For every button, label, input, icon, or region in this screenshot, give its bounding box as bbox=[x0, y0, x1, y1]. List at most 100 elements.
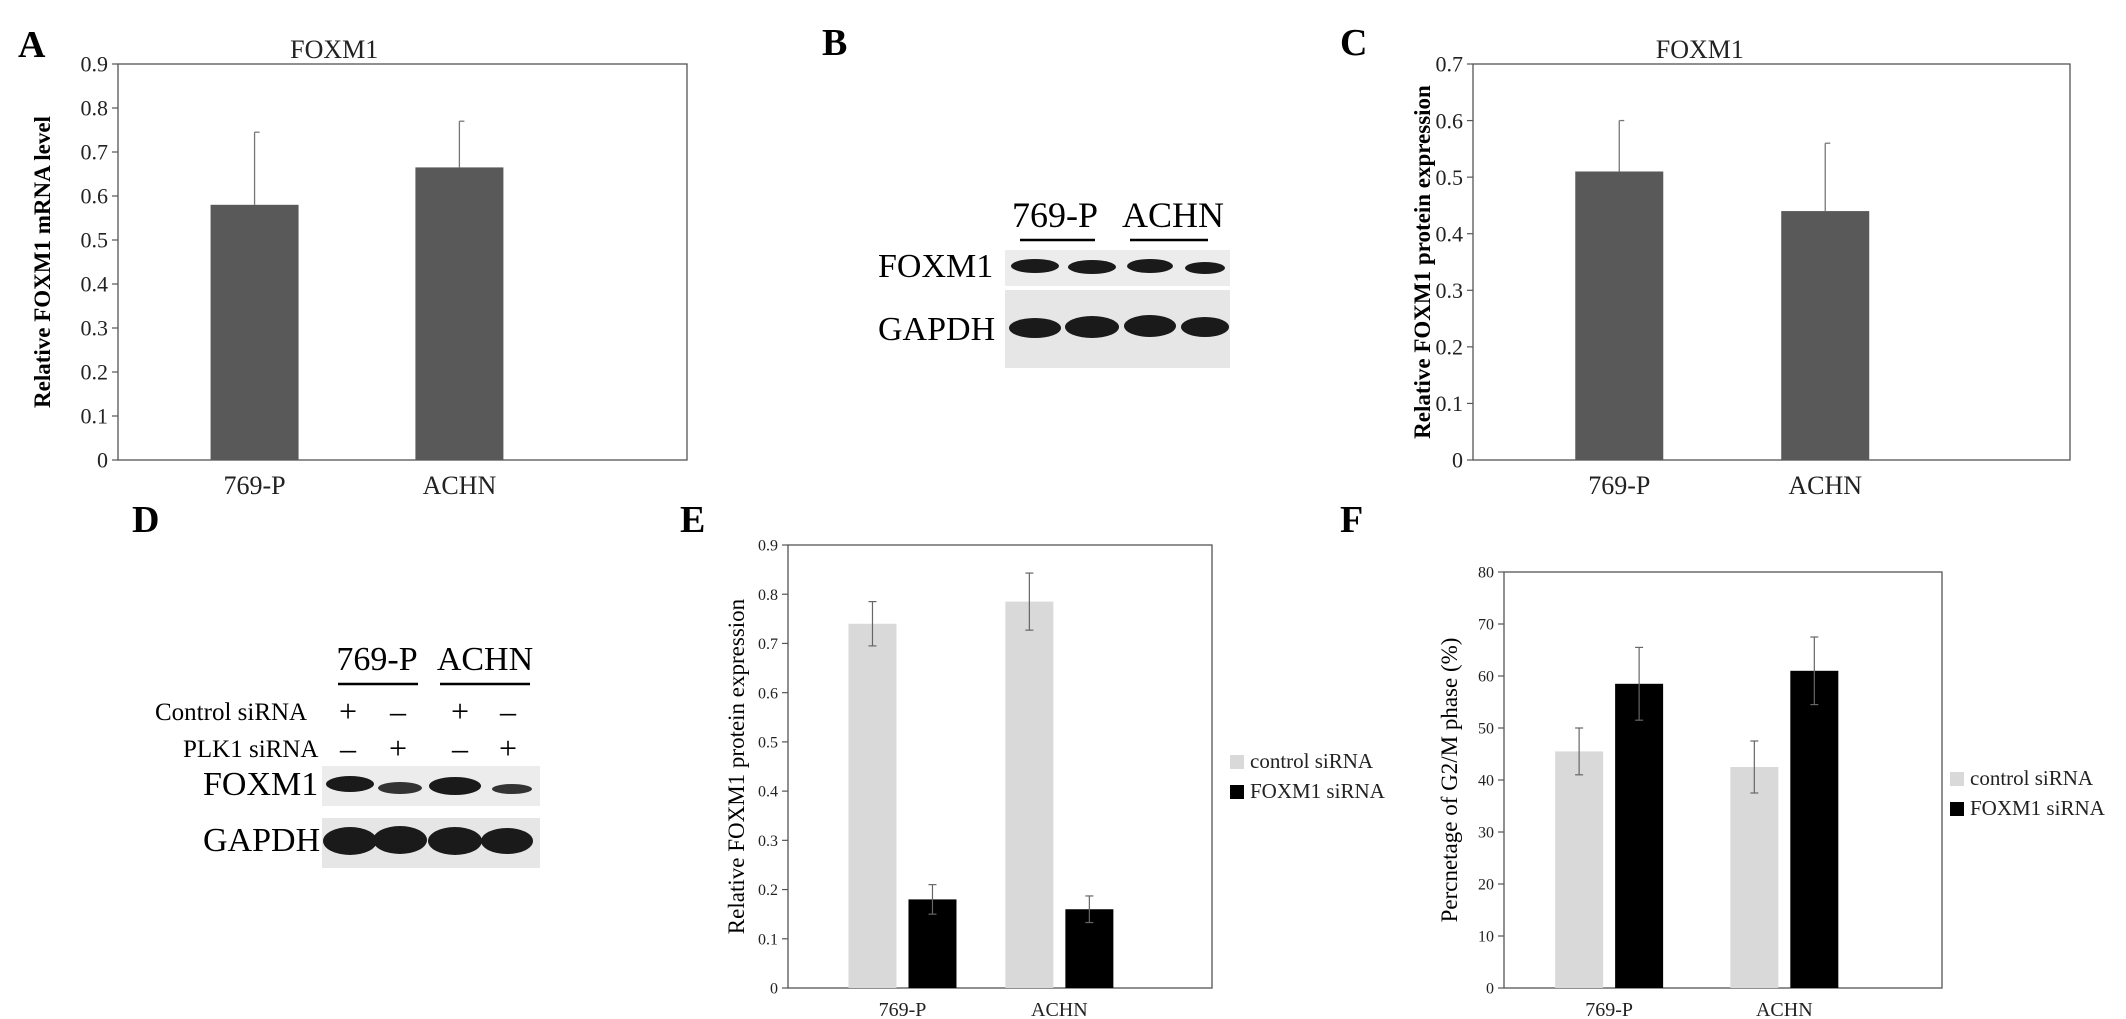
blot-b-band-gapdh-3 bbox=[1124, 315, 1176, 337]
y-tick-label: 0 bbox=[1486, 981, 1494, 998]
bar bbox=[848, 623, 897, 988]
y-tick-label: 0.4 bbox=[758, 784, 778, 801]
y-tick-label: 0.5 bbox=[1436, 165, 1464, 190]
chart-e: 0 0.1 0.2 0.3 0.4 0.5 0.6 0.7 0.8 0.9 Relative FOX… bbox=[724, 538, 1386, 1019]
x-category-label: 769-P bbox=[1588, 471, 1650, 500]
blot-b-band-foxm1-4 bbox=[1185, 262, 1225, 274]
blot-b-band-foxm1-1 bbox=[1011, 259, 1059, 273]
y-tick-label: 0.8 bbox=[758, 587, 778, 604]
y-tick-label: 0.4 bbox=[81, 272, 109, 297]
western-blot-d: 769-P ACHN Control siRNA PLK1 siRNA + – … bbox=[155, 641, 540, 868]
legend-swatch bbox=[1230, 755, 1244, 769]
x-category-label: 769-P bbox=[1585, 999, 1633, 1019]
blot-b-row-foxm1: FOXM1 bbox=[878, 248, 993, 285]
blot-b-row-gapdh: GAPDH bbox=[878, 311, 995, 348]
blot-b-band-gapdh-4 bbox=[1181, 317, 1229, 337]
x-category-label: ACHN bbox=[1031, 999, 1088, 1019]
x-category-label: 769-P bbox=[879, 999, 927, 1019]
blot-d-row-foxm1: FOXM1 bbox=[203, 766, 318, 803]
y-tick-label: 70 bbox=[1478, 617, 1494, 634]
blot-d-group-achn: ACHN bbox=[437, 641, 533, 678]
legend-label: FOXM1 siRNA bbox=[1250, 779, 1386, 803]
legend-label: control siRNA bbox=[1970, 766, 2094, 790]
y-axis-label-c: Relative FOXM1 protein expression bbox=[1410, 85, 1435, 439]
y-axis-label-a: Relative FOXM1 mRNA level bbox=[30, 116, 55, 408]
x-category-label: ACHN bbox=[423, 471, 497, 500]
bar bbox=[1781, 211, 1870, 460]
bar bbox=[415, 167, 504, 460]
panel-letter-a: A bbox=[18, 24, 46, 66]
y-tick-label: 0.6 bbox=[758, 685, 778, 702]
blot-d-mark-control-3: + bbox=[451, 693, 469, 729]
y-tick-label: 0.3 bbox=[81, 316, 109, 341]
blot-d-mark-control-2: – bbox=[389, 693, 407, 729]
y-tick-label: 30 bbox=[1478, 825, 1494, 842]
y-tick-label: 0.8 bbox=[81, 96, 109, 121]
panel-letter-b: B bbox=[822, 22, 847, 64]
x-category-label: ACHN bbox=[1788, 471, 1862, 500]
x-category-label: ACHN bbox=[1756, 999, 1813, 1019]
y-tick-label: 0.5 bbox=[758, 734, 778, 751]
plot-frame-a bbox=[117, 63, 688, 461]
plot-frame-c bbox=[1472, 63, 2071, 461]
panel-letter-e: E bbox=[680, 499, 705, 541]
y-tick-label: 0.2 bbox=[758, 882, 778, 899]
chart-title-a: FOXM1 bbox=[290, 35, 378, 64]
bar bbox=[1005, 601, 1054, 988]
blot-d-row-gapdh: GAPDH bbox=[203, 822, 320, 859]
y-tick-label: 50 bbox=[1478, 721, 1494, 738]
y-tick-label: 0.1 bbox=[81, 404, 109, 429]
legend-swatch bbox=[1950, 802, 1964, 816]
bar bbox=[1730, 767, 1779, 988]
y-tick-label: 0.7 bbox=[758, 636, 778, 653]
blot-d-band-foxm1-4 bbox=[492, 784, 532, 794]
y-tick-label: 40 bbox=[1478, 773, 1494, 790]
y-tick-label: 0 bbox=[97, 448, 108, 473]
plot-frame-e bbox=[787, 544, 1213, 989]
bar bbox=[1555, 751, 1604, 988]
bar bbox=[210, 204, 299, 460]
y-tick-label: 0.7 bbox=[81, 140, 109, 165]
y-axis-label-f: Percnetage of G2/M phase (%) bbox=[1437, 638, 1462, 923]
panel-letter-d: D bbox=[132, 499, 159, 541]
y-tick-label: 0 bbox=[1452, 448, 1463, 473]
blot-d-band-gapdh-3 bbox=[428, 827, 482, 855]
blot-d-mark-plk1-1: – bbox=[339, 730, 357, 766]
y-tick-label: 0 bbox=[770, 981, 778, 998]
y-tick-label: 0.7 bbox=[1436, 52, 1464, 77]
blot-d-mark-control-4: – bbox=[499, 693, 517, 729]
blot-b-band-gapdh-2 bbox=[1065, 316, 1119, 338]
bar bbox=[1615, 683, 1664, 988]
blot-d-mark-plk1-3: – bbox=[451, 730, 469, 766]
y-tick-label: 0.5 bbox=[81, 228, 109, 253]
y-tick-label: 0.6 bbox=[81, 184, 109, 209]
blot-d-band-foxm1-3 bbox=[429, 777, 481, 795]
blot-b-group-769p: 769-P bbox=[1012, 195, 1098, 235]
blot-b-band-foxm1-2 bbox=[1068, 260, 1116, 274]
y-tick-label: 60 bbox=[1478, 669, 1494, 686]
legend-label: control siRNA bbox=[1250, 749, 1374, 773]
y-tick-label: 0.6 bbox=[1436, 108, 1464, 133]
chart-a: 0 0.1 0.2 0.3 0.4 0.5 0.6 0.7 0.8 0.9 Relative FOX… bbox=[30, 35, 688, 500]
chart-f: 0 10 20 30 40 50 60 70 80 Percnetage of G2/M phas… bbox=[1437, 565, 2106, 1019]
blot-d-band-gapdh-2 bbox=[373, 826, 427, 854]
y-tick-label: 0.1 bbox=[758, 931, 778, 948]
y-tick-label: 0.2 bbox=[1436, 335, 1464, 360]
y-tick-label: 80 bbox=[1478, 565, 1494, 582]
y-tick-label: 0.9 bbox=[758, 538, 778, 555]
blot-b-band-foxm1-3 bbox=[1127, 259, 1173, 273]
y-tick-label: 0.4 bbox=[1436, 221, 1464, 246]
blot-d-band-gapdh-1 bbox=[323, 827, 377, 855]
bar bbox=[1790, 670, 1839, 988]
legend-label: FOXM1 siRNA bbox=[1970, 796, 2106, 820]
blot-d-mark-plk1-2: + bbox=[389, 730, 407, 766]
bar bbox=[1575, 171, 1664, 460]
blot-d-mark-plk1-4: + bbox=[499, 730, 517, 766]
y-tick-label: 0.3 bbox=[1436, 278, 1464, 303]
blot-d-band-foxm1-2 bbox=[378, 782, 422, 794]
y-tick-label: 0.1 bbox=[1436, 391, 1464, 416]
y-tick-label: 20 bbox=[1478, 877, 1494, 894]
panel-letter-c: C bbox=[1340, 22, 1367, 64]
panel-letter-f: F bbox=[1340, 499, 1363, 541]
